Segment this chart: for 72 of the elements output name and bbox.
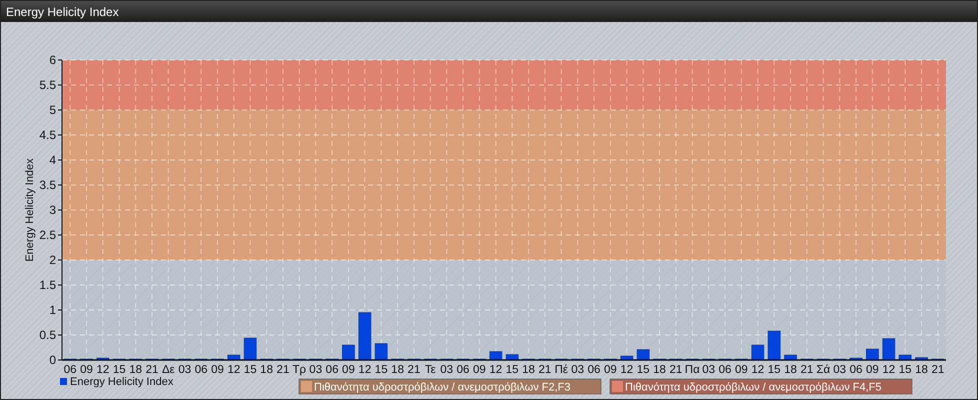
- x-tick-label: 15: [636, 364, 650, 376]
- legend-label: Πιθανότητα υδροστρόβιλων / ανεμοστρόβιλων F4,F5: [625, 382, 882, 394]
- y-tick-label: 4: [49, 153, 56, 168]
- x-tick-label: 21: [408, 364, 420, 376]
- x-tick-label: 12: [358, 364, 372, 376]
- x-tick-label: 21: [931, 364, 944, 376]
- x-tick-label: 15: [506, 364, 519, 376]
- y-tick-label: 6: [49, 53, 56, 68]
- x-tick-label: 03: [833, 364, 846, 376]
- y-tick-label: 3: [49, 203, 56, 218]
- y-tick-label: 5.5: [39, 78, 56, 92]
- legend-label: Energy Helicity Index: [70, 376, 174, 388]
- y-tick-label: 5: [49, 103, 56, 118]
- x-tick-label: 18: [391, 364, 404, 376]
- x-tick-label: 06: [64, 364, 77, 376]
- x-tick-label: 18: [522, 364, 535, 376]
- y-axis-title: Energy Helicity Index: [24, 158, 36, 262]
- x-tick-label: 12: [882, 364, 896, 376]
- x-tick-label: 21: [146, 364, 158, 376]
- x-tick-label: 12: [96, 364, 110, 376]
- x-tick-label: 15: [112, 364, 126, 376]
- x-tick-label: 03: [702, 364, 716, 376]
- x-tick-label: Πέ: [554, 364, 568, 376]
- x-tick-label: 03: [178, 364, 192, 376]
- x-tick-label: Πα: [684, 364, 700, 376]
- x-tick-label: 06: [850, 364, 862, 376]
- x-tick-label: Δε: [162, 364, 175, 376]
- x-tick-label: 18: [260, 364, 273, 376]
- x-tick-label: Τε: [424, 364, 436, 376]
- chart-title: Energy Helicity Index: [6, 5, 119, 19]
- x-tick-label: 09: [211, 364, 224, 376]
- x-tick-label: 06: [456, 364, 470, 376]
- y-tick-label: 3.5: [39, 178, 56, 192]
- x-tick-label: 03: [440, 364, 454, 376]
- x-tick-label: 21: [800, 364, 814, 376]
- x-tick-label: 15: [898, 364, 912, 376]
- x-tick-label: 09: [866, 364, 879, 376]
- x-tick-label: 15: [768, 364, 781, 376]
- x-tick-label: 21: [670, 364, 682, 376]
- y-tick-label: 1.5: [39, 278, 56, 292]
- x-tick-label: 18: [915, 364, 928, 376]
- x-tick-label: 15: [374, 364, 388, 376]
- y-tick-label: 1: [49, 303, 56, 318]
- x-tick-label: Τρ: [292, 364, 307, 376]
- x-tick-label: 06: [194, 364, 208, 376]
- x-tick-label: 12: [751, 364, 764, 376]
- x-tick-label: 09: [604, 364, 617, 376]
- x-tick-label: 06: [718, 364, 732, 376]
- y-tick-label: 4.5: [39, 128, 56, 142]
- x-tick-label: 12: [227, 364, 240, 376]
- x-tick-label: 18: [129, 364, 142, 376]
- y-tick-label: 2: [49, 253, 56, 268]
- x-tick-label: 03: [571, 364, 584, 376]
- x-tick-label: 21: [276, 364, 290, 376]
- x-tick-label: 12: [489, 364, 502, 376]
- x-tick-label: 06: [588, 364, 600, 376]
- x-tick-label: 09: [473, 364, 486, 376]
- y-tick-label: 2.5: [39, 228, 56, 242]
- x-tick-label: 15: [244, 364, 257, 376]
- x-tick-label: 09: [342, 364, 355, 376]
- legend-label: Πιθανότητα υδροστρόβιλων / ανεμοστρόβιλων F2,F3: [314, 382, 570, 394]
- x-tick-label: 12: [620, 364, 634, 376]
- x-tick-label: Σά: [816, 364, 831, 376]
- x-tick-label: 03: [309, 364, 322, 376]
- y-tick-label: 0: [49, 353, 56, 368]
- x-tick-label: 18: [784, 364, 797, 376]
- x-tick-label: 18: [653, 364, 666, 376]
- x-tick-label: 21: [538, 364, 552, 376]
- x-tick-label: 09: [735, 364, 748, 376]
- x-tick-label: 09: [80, 364, 93, 376]
- y-tick-label: 0.5: [39, 328, 56, 342]
- x-tick-label: 06: [326, 364, 338, 376]
